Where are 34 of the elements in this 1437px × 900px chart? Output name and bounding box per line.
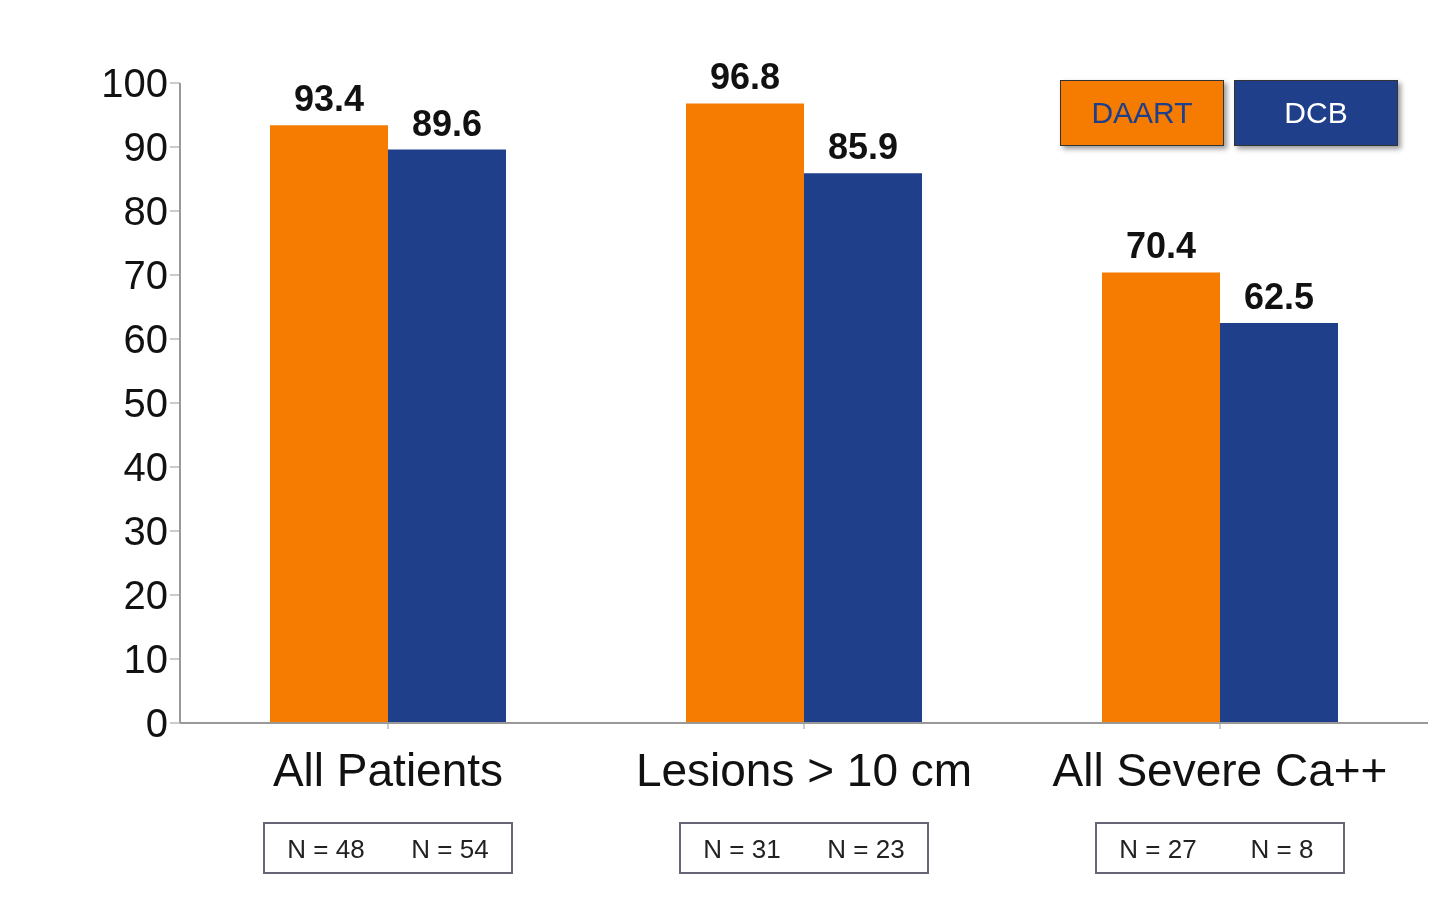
data-label: 93.4 (293, 78, 365, 120)
bar (1102, 272, 1220, 723)
bar (388, 149, 506, 723)
text: N = 8 (1250, 834, 1314, 864)
text: N = 31 (703, 834, 781, 864)
data-label: 89.6 (411, 102, 483, 144)
bar (686, 103, 804, 723)
y-tick-label: 40 (123, 445, 168, 490)
y-tick-label: 60 (123, 317, 168, 362)
data-label: 85.9 (827, 126, 899, 168)
text: N = 48 (287, 834, 365, 864)
data-label: 96.8 (709, 56, 781, 98)
text: N = 23 (827, 834, 905, 864)
y-tick-label: 0 (145, 701, 168, 746)
y-tick-label: 100 (101, 61, 168, 106)
x-tick-label: All Severe Ca++ (1052, 744, 1388, 796)
x-tick-label: All Patients (272, 744, 504, 796)
bar (1220, 323, 1338, 723)
y-tick-label: 90 (123, 125, 168, 170)
bar (804, 173, 922, 723)
y-tick-label: 30 (123, 509, 168, 554)
y-tick-label: 20 (123, 573, 168, 618)
text: N = 54 (411, 834, 489, 864)
x-tick-label: Lesions > 10 cm (635, 744, 973, 796)
y-tick-label: 10 (123, 637, 168, 682)
text: DAART (1091, 96, 1193, 130)
bar (270, 125, 388, 723)
data-label: 62.5 (1243, 276, 1315, 317)
text: DCB (1284, 96, 1348, 130)
y-tick-label: 70 (123, 253, 168, 298)
data-label: 70.4 (1125, 225, 1197, 267)
text: N = 27 (1119, 834, 1197, 864)
y-tick-label: 80 (123, 189, 168, 234)
y-tick-label: 50 (123, 381, 168, 426)
